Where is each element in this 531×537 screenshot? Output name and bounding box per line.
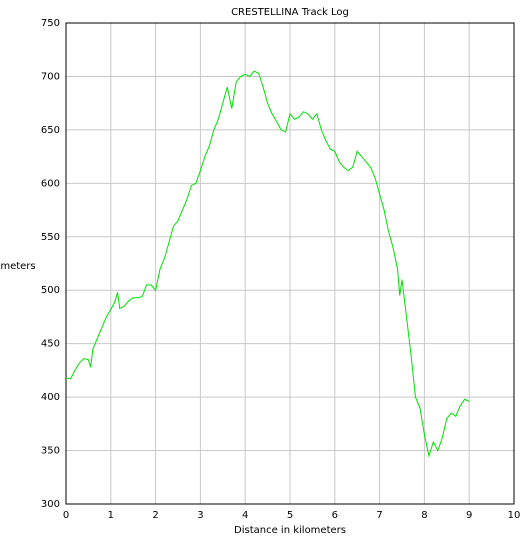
x-tick-label: 8 <box>421 510 427 521</box>
x-tick-label: 6 <box>332 510 338 521</box>
y-tick-label: 650 <box>41 125 60 136</box>
x-tick-label: 7 <box>376 510 382 521</box>
x-tick-label: 0 <box>63 510 69 521</box>
y-tick-label: 450 <box>41 339 60 350</box>
x-tick-label: 9 <box>466 510 472 521</box>
x-tick-label: 1 <box>108 510 114 521</box>
x-tick-label: 4 <box>242 510 248 521</box>
x-tick-label: 5 <box>287 510 293 521</box>
y-tick-label: 750 <box>41 18 60 29</box>
y-tick-label: 300 <box>41 499 60 510</box>
x-tick-label: 3 <box>197 510 203 521</box>
y-tick-label: 550 <box>41 232 60 243</box>
x-axis-label: Distance in kilometers <box>234 525 346 536</box>
data-line <box>65 70 470 458</box>
y-tick-label: 400 <box>41 392 60 403</box>
y-tick-label: 700 <box>41 71 60 82</box>
y-tick-label: 500 <box>41 285 60 296</box>
x-tick-label: 2 <box>152 510 158 521</box>
y-axis-label: meters <box>0 261 35 272</box>
y-tick-label: 350 <box>41 446 60 457</box>
chart-title: CRESTELLINA Track Log <box>231 7 349 18</box>
plot-frame <box>65 22 515 505</box>
y-tick-label: 600 <box>41 178 60 189</box>
x-tick-label: 10 <box>508 510 521 521</box>
